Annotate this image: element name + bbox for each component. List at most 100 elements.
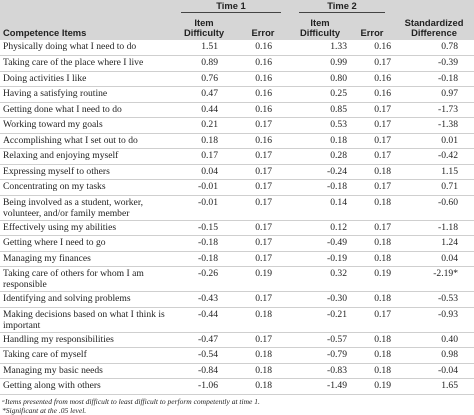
cell-value: 0.89: [172, 55, 236, 72]
cell-value: -1.73: [394, 102, 474, 118]
cell-value: -0.15: [172, 220, 236, 236]
cell-value: 0.19: [350, 378, 394, 395]
table-row: Taking care of the place where I live 0.8…: [0, 55, 474, 72]
cell-value: 0.85: [290, 102, 350, 118]
cell-value: 0.17: [350, 117, 394, 134]
table-row: Handling my responsibilities -0.47 0.17 -0.…: [0, 332, 474, 348]
cell-value: -0.04: [394, 363, 474, 379]
cell-value: 0.32: [290, 266, 350, 292]
cell-value: 0.76: [172, 71, 236, 87]
cell-value: 0.17: [350, 55, 394, 72]
cell-value: 0.18: [350, 235, 394, 252]
cell-value: 0.04: [394, 251, 474, 267]
cell-value: 0.17: [236, 235, 290, 252]
item-label: Expressing myself to others: [0, 164, 172, 180]
cell-value: -0.43: [172, 291, 236, 308]
cell-value: -0.30: [290, 291, 350, 308]
cell-value: 0.18: [236, 347, 290, 364]
table-row: Having a satisfying routine 0.47 0.16 0.25 0…: [0, 86, 474, 103]
item-label: Managing my basic needs: [0, 363, 172, 379]
cell-value: 1.33: [290, 40, 350, 56]
item-label: Making decisions based on what I think i…: [0, 307, 172, 333]
cell-value: 0.12: [290, 220, 350, 236]
cell-value: 0.18: [290, 133, 350, 149]
results-table: Time 1 Time 2 Competence Items Item Diffi…: [0, 0, 474, 395]
cell-value: 0.18: [236, 378, 290, 395]
cell-value: 0.17: [236, 195, 290, 221]
cell-value: 0.17: [236, 220, 290, 236]
item-label: Having a satisfying routine: [0, 86, 172, 103]
item-label: Handling my responsibilities: [0, 332, 172, 348]
cell-value: 0.16: [236, 86, 290, 103]
cell-value: 0.98: [394, 347, 474, 364]
cell-value: 0.40: [394, 332, 474, 348]
cell-value: 0.28: [290, 148, 350, 165]
cell-value: -1.49: [290, 378, 350, 395]
cell-value: 0.16: [236, 102, 290, 118]
cell-value: 0.17: [350, 148, 394, 165]
footnotes: ᵃItems presented from most difficult to …: [0, 397, 474, 415]
cell-value: 0.16: [236, 40, 290, 56]
column-header: Standardized Difference: [394, 14, 474, 40]
cell-value: 0.14: [290, 195, 350, 221]
item-label: Concentrating on my tasks: [0, 179, 172, 196]
item-label: Managing my finances: [0, 251, 172, 267]
cell-value: 1.24: [394, 235, 474, 252]
table-row: Working toward my goals 0.21 0.17 0.53 0.17-…: [0, 117, 474, 134]
table-row: Doing activities I like 0.76 0.16 0.80 0.16-…: [0, 71, 474, 87]
group-header: Time 2: [290, 0, 394, 14]
cell-value: 0.47: [172, 86, 236, 103]
footnote: ᵃItems presented from most difficult to …: [2, 396, 260, 406]
table-row: Managing my basic needs -0.84 0.18 -0.83 0.1…: [0, 363, 474, 379]
cell-value: 0.18: [236, 363, 290, 379]
cell-value: -0.42: [394, 148, 474, 165]
cell-value: -0.84: [172, 363, 236, 379]
table-row: Getting along with others -1.06 0.18 -1.49 0…: [0, 378, 474, 395]
cell-value: 0.80: [290, 71, 350, 87]
cell-value: -0.93: [394, 307, 474, 333]
cell-value: 0.17: [236, 117, 290, 134]
cell-value: 1.65: [394, 378, 474, 395]
cell-value: 0.16: [350, 40, 394, 56]
table-row: Managing my finances -0.18 0.17 -0.19 0.18 0.…: [0, 251, 474, 267]
cell-value: -0.26: [172, 266, 236, 292]
cell-value: 0.16: [236, 55, 290, 72]
item-label: Getting done what I need to do: [0, 102, 172, 118]
group-header: Time 1: [172, 0, 290, 14]
cell-value: 0.17: [350, 133, 394, 149]
cell-value: -0.01: [172, 179, 236, 196]
item-label: Effectively using my abilities: [0, 220, 172, 236]
item-label: Physically doing what I need to do: [0, 40, 172, 56]
cell-value: 0.71: [394, 179, 474, 196]
cell-value: -0.21: [290, 307, 350, 333]
table-row: Relaxing and enjoying myself 0.17 0.17 0.28…: [0, 148, 474, 165]
table-row: Identifying and solving problems -0.43 0.1…: [0, 291, 474, 308]
item-label: Being involved as a student, worker, vol…: [0, 195, 172, 221]
cell-value: 0.18: [350, 251, 394, 267]
table-row: Getting where I need to go -0.18 0.17 -0.49…: [0, 235, 474, 252]
cell-value: -0.57: [290, 332, 350, 348]
column-header-row: Competence Items Item Difficulty Error Item…: [0, 14, 474, 40]
table-body: Physically doing what I need to do 1.51 0.…: [0, 40, 474, 395]
cell-value: 0.19: [350, 266, 394, 292]
cell-value: -0.49: [290, 235, 350, 252]
cell-value: -0.24: [290, 164, 350, 180]
cell-value: -2.19*: [394, 266, 474, 292]
cell-value: -1.18: [394, 220, 474, 236]
column-header: Competence Items: [0, 14, 172, 40]
group-label: Time 1: [181, 1, 281, 13]
cell-value: 0.17: [236, 164, 290, 180]
cell-value: -0.18: [394, 71, 474, 87]
table-row: Getting done what I need to do 0.44 0.16 0.…: [0, 102, 474, 118]
cell-value: -0.54: [172, 347, 236, 364]
table-row: Physically doing what I need to do 1.51 0.…: [0, 40, 474, 56]
cell-value: -1.06: [172, 378, 236, 395]
cell-value: 0.17: [236, 251, 290, 267]
cell-value: 0.16: [350, 86, 394, 103]
cell-value: 0.18: [350, 363, 394, 379]
cell-value: -0.18: [172, 235, 236, 252]
item-label: Identifying and solving problems: [0, 291, 172, 308]
cell-value: 0.17: [236, 179, 290, 196]
cell-value: 0.44: [172, 102, 236, 118]
cell-value: -0.47: [172, 332, 236, 348]
